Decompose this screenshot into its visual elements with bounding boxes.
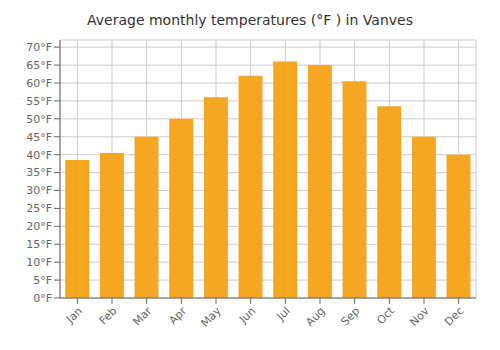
svg-text:Feb: Feb <box>97 304 120 327</box>
svg-text:Jun: Jun <box>236 304 258 326</box>
svg-text:65°F: 65°F <box>26 59 52 72</box>
svg-text:Dec: Dec <box>442 304 466 328</box>
html-text:Average monthly temperatures (: Average monthly temperatures (°F ) in Va… <box>87 12 413 28</box>
svg-text:Nov: Nov <box>407 304 432 329</box>
svg-text:70°F: 70°F <box>26 41 52 54</box>
svg-text:35°F: 35°F <box>26 166 52 179</box>
svg-text:Aug: Aug <box>303 304 327 328</box>
svg-text:5°F: 5°F <box>33 274 52 287</box>
svg-text:Jan: Jan <box>63 304 85 326</box>
svg-text:Mar: Mar <box>130 304 154 328</box>
svg-text:50°F: 50°F <box>26 113 52 126</box>
svg-text:0°F: 0°F <box>33 292 52 305</box>
svg-text:Jul: Jul <box>274 304 293 323</box>
svg-text:Sep: Sep <box>338 304 362 328</box>
svg-text:60°F: 60°F <box>26 77 52 90</box>
svg-text:10°F: 10°F <box>26 256 52 269</box>
svg-text:30°F: 30°F <box>26 184 52 197</box>
svg-text:Apr: Apr <box>166 304 189 327</box>
svg-text:40°F: 40°F <box>26 149 52 162</box>
svg-text:20°F: 20°F <box>26 220 52 233</box>
svg-text:25°F: 25°F <box>26 202 52 215</box>
svg-text:45°F: 45°F <box>26 131 52 144</box>
svg-text:55°F: 55°F <box>26 95 52 108</box>
svg-text:Oct: Oct <box>374 304 397 327</box>
svg-text:15°F: 15°F <box>26 238 52 251</box>
svg-text:May: May <box>198 304 224 330</box>
